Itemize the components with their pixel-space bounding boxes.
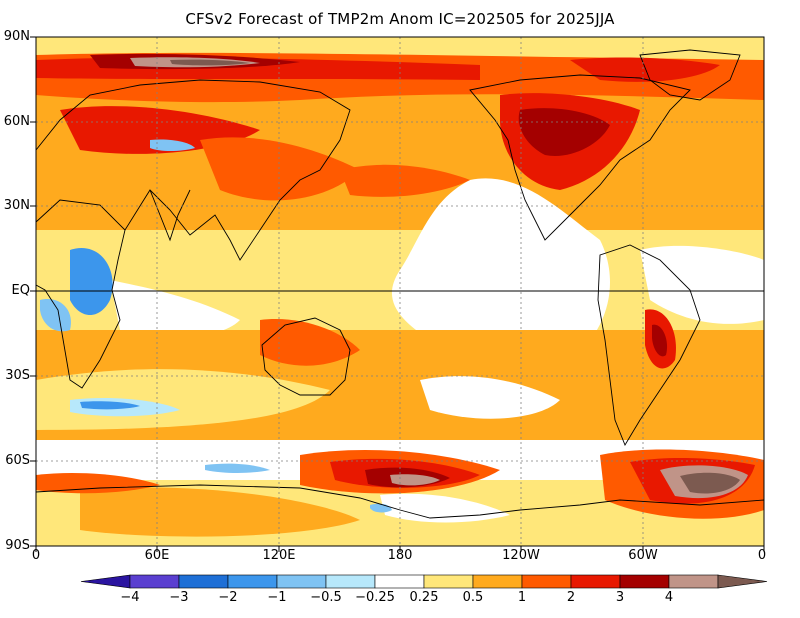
colorbar-segment — [129, 574, 180, 589]
colorbar-segment — [227, 574, 278, 589]
lon-label-0-east: 0 — [757, 548, 767, 563]
colorbar — [80, 574, 768, 589]
colorbar-label-minus-2: −2 — [218, 590, 238, 605]
colorbar-label-minus-3: −3 — [169, 590, 189, 605]
anomaly-region-max-hot — [680, 472, 740, 494]
anomaly-region-very-hot — [652, 324, 668, 357]
anomaly-region-cool — [205, 463, 270, 473]
lat-label-30n: 30N — [3, 198, 30, 213]
anomaly-region-max-hot — [170, 59, 250, 66]
lat-label-60n: 60N — [3, 114, 30, 129]
anomaly-region-extreme-hot — [390, 474, 440, 486]
anomaly-region-very-hot — [518, 108, 610, 156]
lat-label-30s: 30S — [5, 368, 30, 383]
anomaly-region-cool — [150, 139, 195, 151]
colorbar-segment — [423, 574, 474, 589]
lon-label-120w: 120W — [502, 548, 540, 563]
colorbar-label-3: 3 — [615, 590, 625, 605]
anomaly-region-warmer — [340, 164, 470, 197]
colorbar-segment — [668, 574, 719, 589]
colorbar-segment — [178, 574, 229, 589]
lon-label-60e: 60E — [144, 548, 170, 563]
anomaly-region-cool — [40, 299, 71, 332]
colorbar-segment — [374, 574, 425, 589]
anomaly-region-neutral — [640, 245, 764, 324]
colorbar-segment — [80, 574, 131, 589]
lon-label-60w: 60W — [628, 548, 658, 563]
anomaly-region-cooler — [70, 248, 113, 315]
colorbar-label-2: 2 — [566, 590, 576, 605]
anomaly-region-warmer — [36, 473, 160, 494]
colorbar-label-minus-0-5: −0.5 — [310, 590, 342, 605]
anomaly-region-cooler — [80, 401, 140, 410]
colorbar-segment — [472, 574, 523, 589]
coastlines — [35, 49, 765, 519]
lat-label-eq: EQ — [11, 283, 30, 298]
colorbar-label-0-25: 0.25 — [409, 590, 439, 605]
anomaly-region-neutral — [110, 280, 240, 337]
colorbar-segment — [570, 574, 621, 589]
lon-label-180: 180 — [387, 548, 413, 563]
lon-label-0-west: 0 — [31, 548, 41, 563]
colorbar-label-minus-1: −1 — [267, 590, 287, 605]
colorbar-label-minus-4: −4 — [120, 590, 140, 605]
colorbar-segment — [276, 574, 327, 589]
lon-label-120e: 120E — [262, 548, 296, 563]
graticule — [36, 37, 764, 546]
colorbar-label-minus-0-25: −0.25 — [355, 590, 395, 605]
axis-ticks — [30, 36, 765, 552]
lat-label-60s: 60S — [5, 453, 30, 468]
colorbar-label-1: 1 — [517, 590, 527, 605]
anomaly-region-hot — [570, 57, 720, 82]
colorbar-segment — [325, 574, 376, 589]
anomaly-field — [36, 52, 764, 546]
map-title: CFSv2 Forecast of TMP2m Anom IC=202505 f… — [185, 10, 615, 28]
colorbar-segment — [521, 574, 572, 589]
colorbar-label-0-5: 0.5 — [462, 590, 484, 605]
anomaly-region-neutral — [420, 376, 560, 419]
lat-label-90n: 90N — [3, 29, 30, 44]
anomaly-region-warmer — [200, 137, 360, 201]
anomaly-region-warm — [80, 487, 360, 537]
colorbar-segment — [717, 574, 768, 589]
anomaly-region-neutral — [391, 178, 610, 371]
lat-label-90s: 90S — [5, 538, 30, 553]
colorbar-segment — [619, 574, 670, 589]
colorbar-label-4: 4 — [664, 590, 674, 605]
anomaly-region-warmer — [260, 319, 360, 366]
